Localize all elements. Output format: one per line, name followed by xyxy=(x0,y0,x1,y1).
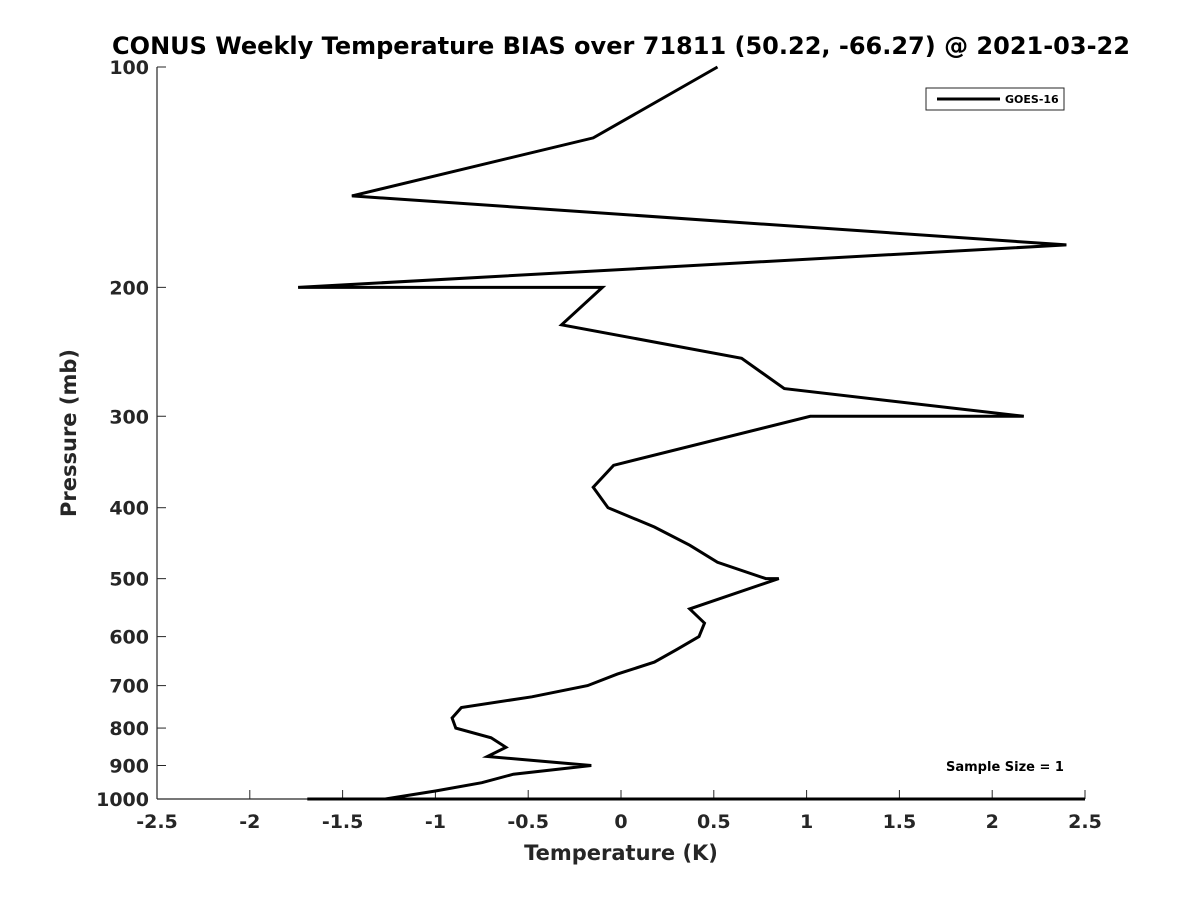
y-tick-label: 400 xyxy=(109,498,149,520)
y-tick-label: 100 xyxy=(109,57,149,79)
x-tick-label: -2 xyxy=(239,811,260,833)
sample-size-annotation: Sample Size = 1 xyxy=(946,760,1064,775)
legend: GOES-16 xyxy=(925,87,1065,111)
chart-title: CONUS Weekly Temperature BIAS over 71811… xyxy=(112,32,1130,60)
series-layer xyxy=(298,65,1085,801)
legend-label: GOES-16 xyxy=(1005,93,1059,106)
series-line xyxy=(298,65,1085,801)
x-tick-label: 1 xyxy=(800,811,813,833)
y-tick-label: 800 xyxy=(109,718,149,740)
x-tick-label: 2 xyxy=(986,811,999,833)
x-tick-label: 2.5 xyxy=(1068,811,1102,833)
y-tick-label: 1000 xyxy=(96,789,149,811)
x-tick-label: 0.5 xyxy=(697,811,731,833)
y-tick-label: 500 xyxy=(109,569,149,591)
y-tick-label: 700 xyxy=(109,676,149,698)
y-tick-label: 200 xyxy=(109,277,149,299)
x-axis: -2.5 -2 -1.5 -1 -0.5 0 0.5 1 1.5 2 2.5 xyxy=(136,790,1102,833)
y-tick-label: 600 xyxy=(109,627,149,649)
y-axis: 100 200 300 400 500 600 700 800 900 1000 xyxy=(96,57,166,811)
x-tick-label: -0.5 xyxy=(507,811,549,833)
x-tick-label: -1 xyxy=(425,811,446,833)
x-tick-label: -1.5 xyxy=(322,811,364,833)
x-tick-label: 0 xyxy=(614,811,627,833)
y-axis-label: Pressure (mb) xyxy=(57,349,81,517)
x-axis-label: Temperature (K) xyxy=(524,841,718,865)
x-tick-label: 1.5 xyxy=(883,811,917,833)
y-tick-label: 900 xyxy=(109,756,149,778)
y-tick-label: 300 xyxy=(109,406,149,428)
x-tick-label: -2.5 xyxy=(136,811,178,833)
